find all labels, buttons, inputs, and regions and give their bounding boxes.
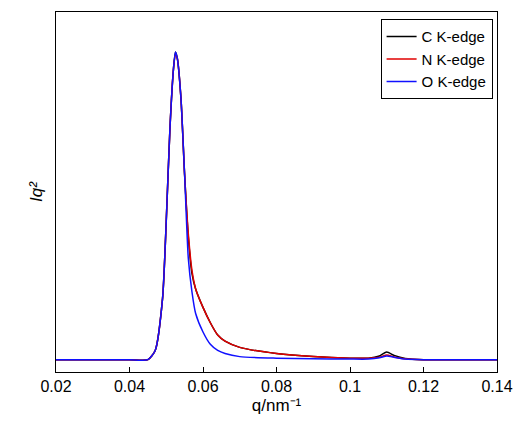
- svg-text:0.02: 0.02: [40, 378, 71, 395]
- svg-text:0.08: 0.08: [261, 378, 292, 395]
- svg-text:q/nm⁻¹: q/nm⁻¹: [252, 396, 302, 415]
- svg-text:0.06: 0.06: [187, 378, 218, 395]
- svg-text:0.14: 0.14: [481, 378, 512, 395]
- svg-text:N K-edge: N K-edge: [422, 51, 485, 68]
- svg-text:O K-edge: O K-edge: [422, 73, 486, 90]
- svg-text:0.12: 0.12: [408, 378, 439, 395]
- svg-text:0.04: 0.04: [114, 378, 145, 395]
- svg-text:Iq²: Iq²: [27, 181, 46, 202]
- svg-text:0.1: 0.1: [339, 378, 361, 395]
- svg-text:C K-edge: C K-edge: [422, 28, 485, 45]
